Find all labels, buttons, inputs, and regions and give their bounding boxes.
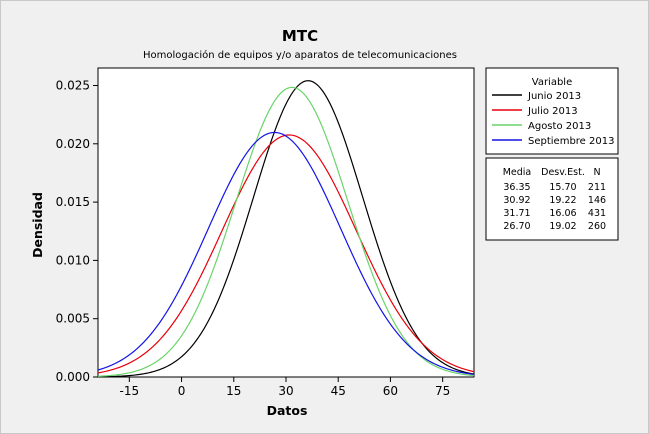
legend-title: Variable xyxy=(532,77,573,88)
stats-header-media: Media xyxy=(503,167,532,178)
stats-header-desv: Desv.Est. xyxy=(541,167,585,178)
y-tick-label-1: 0.005 xyxy=(56,312,90,326)
stats-n-0: 211 xyxy=(588,182,606,193)
x-tick-label-1: 0 xyxy=(178,384,186,398)
y-tick-label-2: 0.010 xyxy=(56,253,90,267)
x-tick-label-2: 15 xyxy=(226,384,241,398)
legend-label-3: Septiembre 2013 xyxy=(528,136,614,147)
stats-n-3: 260 xyxy=(588,221,606,232)
stats-sd-2: 16.06 xyxy=(549,208,576,219)
stats-mean-2: 31.71 xyxy=(503,208,530,219)
stats-box xyxy=(485,157,619,241)
x-tick-label-4: 45 xyxy=(331,384,346,398)
stats-rows: 36.35 15.70 211 30.92 19.22 146 31.71 16.06 431 2… xyxy=(503,182,606,232)
series-line-1 xyxy=(97,134,475,374)
x-axis: -15 0 15 30 45 60 75 xyxy=(120,377,450,398)
x-tick-label-3: 30 xyxy=(278,384,293,398)
legend-label-1: Julio 2013 xyxy=(527,106,578,117)
plot-area xyxy=(97,67,475,378)
x-tick-label-6: 75 xyxy=(435,384,450,398)
stats-n-2: 431 xyxy=(588,208,606,219)
stats-header-n: N xyxy=(593,167,600,178)
series-line-0 xyxy=(97,80,475,378)
legend-label-2: Agosto 2013 xyxy=(528,121,591,132)
y-axis-label: Densidad xyxy=(30,192,45,258)
stats-mean-0: 36.35 xyxy=(503,182,530,193)
stats-sd-1: 19.22 xyxy=(549,195,576,206)
y-tick-label-3: 0.015 xyxy=(56,195,90,209)
stats-n-1: 146 xyxy=(588,195,606,206)
chart-subtitle: Homologación de equipos y/o aparatos de … xyxy=(143,49,457,61)
legend-items: Junio 2013 Julio 2013 Agosto 2013 Septiembr… xyxy=(492,91,614,147)
legend-label-0: Junio 2013 xyxy=(527,91,581,102)
x-axis-label: Datos xyxy=(267,403,308,418)
y-tick-label-0: 0.000 xyxy=(56,370,90,384)
stats-mean-3: 26.70 xyxy=(503,221,530,232)
stats-sd-3: 19.02 xyxy=(549,221,576,232)
y-axis: 0.000 0.005 0.010 0.015 0.020 0.025 xyxy=(56,78,98,384)
chart-title: MTC xyxy=(282,27,318,45)
curves-group xyxy=(97,80,475,378)
x-tick-label-5: 60 xyxy=(383,384,398,398)
stats-sd-0: 15.70 xyxy=(549,182,576,193)
y-tick-label-4: 0.020 xyxy=(56,137,90,151)
stats-mean-1: 30.92 xyxy=(503,195,530,206)
x-tick-label-0: -15 xyxy=(120,384,140,398)
y-tick-label-5: 0.025 xyxy=(56,78,90,92)
series-line-3 xyxy=(97,131,475,375)
